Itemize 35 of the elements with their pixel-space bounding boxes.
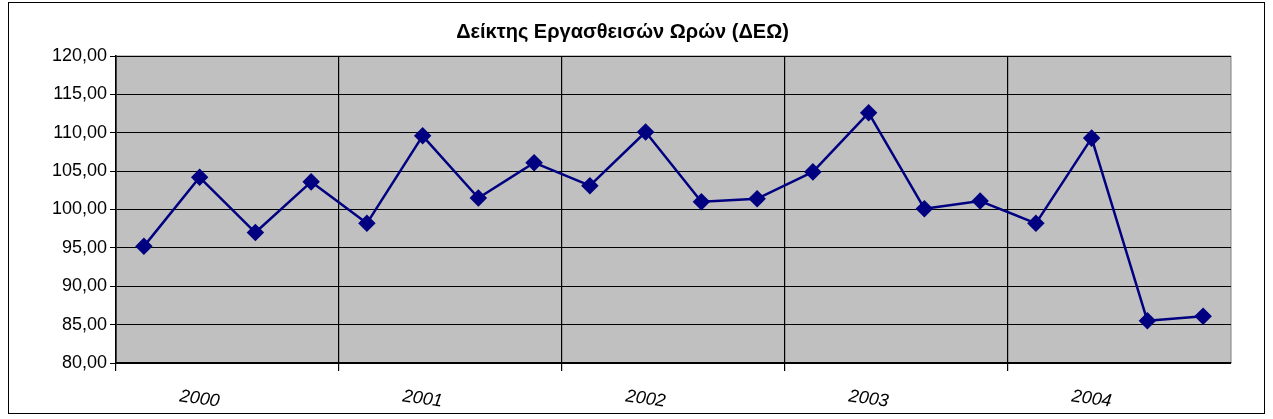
chart-title: Δείκτης Εργασθεισών Ωρών (ΔΕΩ)	[456, 19, 789, 42]
y-tick-label: 120,00	[51, 44, 107, 65]
point	[581, 177, 599, 194]
x-tick-label: 2002	[623, 385, 667, 411]
point	[247, 224, 264, 241]
point	[191, 169, 208, 186]
point	[302, 173, 320, 191]
point	[804, 163, 822, 181]
x-tick-label: 2003	[846, 385, 890, 411]
point	[748, 190, 766, 208]
y-tick-label: 85,00	[61, 313, 107, 334]
point	[525, 154, 543, 171]
point	[135, 238, 153, 255]
y-tick-label: 95,00	[61, 236, 107, 257]
point	[637, 123, 654, 141]
x-tick-label: 2001	[400, 385, 444, 411]
point	[1083, 129, 1100, 147]
x-tick-label: 2000	[177, 385, 221, 411]
y-tick-label: 100,00	[51, 198, 107, 219]
point	[693, 193, 710, 211]
point	[414, 127, 431, 145]
point	[1139, 312, 1156, 330]
point	[358, 215, 376, 232]
x-tick-label: 2004	[1069, 385, 1113, 411]
y-tick-label: 110,00	[53, 121, 107, 142]
point	[1027, 215, 1045, 232]
y-tick-label: 90,00	[61, 275, 107, 296]
y-tick-label: 115,00	[53, 83, 107, 104]
point	[1194, 307, 1212, 325]
y-tick-label: 80,00	[61, 351, 107, 372]
point	[971, 192, 989, 210]
y-tick-label: 105,00	[51, 160, 107, 181]
point	[916, 200, 933, 217]
point	[470, 189, 487, 207]
point	[860, 104, 877, 122]
